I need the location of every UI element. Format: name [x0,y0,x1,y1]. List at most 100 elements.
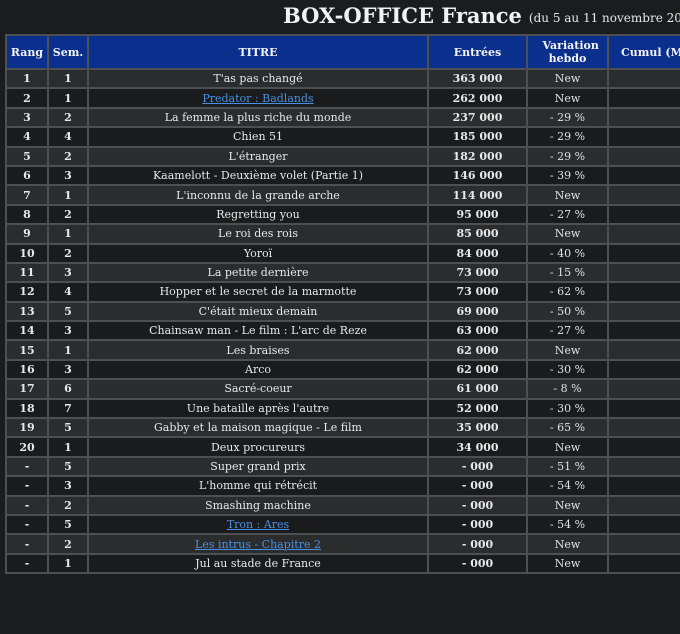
cell-sem: 1 [47,87,89,109]
cell-rang: - [5,552,49,575]
cell-rang: 20 [5,436,49,458]
cell-rang: 10 [5,242,49,264]
table-row: 19 5 Gabby et la maison magique - Le film 3… [5,417,680,439]
cell-rang: 7 [5,184,49,206]
cell-titre[interactable]: Tron : Ares [87,513,429,536]
cell-entrees: 34 000 [427,436,528,458]
cell-entrees: 73 000 [427,281,528,303]
column-header-rang[interactable]: Rang [5,34,49,70]
cell-sem: 2 [47,145,89,167]
cell-sem: 3 [47,261,89,284]
film-title: Smashing machine [205,498,311,512]
cell-entrees: 62 000 [427,339,528,361]
cell-rang: 1 [5,67,49,90]
cell-titre: Smashing machine [87,494,429,517]
cell-titre: Le roi des rois [87,223,429,245]
table-row: 52 L'étranger 182 000- 29 %0,438 [5,145,680,167]
cell-titre[interactable]: Les intrus - Chapitre 2 [87,533,429,555]
cell-variation: - 30 % [526,358,609,381]
cell-variation: - 54 % [526,475,609,497]
cell-cumul: 0,304 [607,358,680,381]
cell-cumul: 0,262 [607,87,680,109]
film-title: Le roi des rois [218,227,298,241]
cell-variation: - 15 % [526,261,609,284]
cell-titre: Gabby et la maison magique - Le film [87,417,429,439]
cell-entrees: 146 000 [427,164,528,187]
column-header-cumul[interactable]: Cumul (Milli [607,34,680,70]
cell-sem: 1 [47,339,89,361]
film-title: Kaamelott - Deuxième volet (Partie 1) [152,169,364,183]
cell-variation: New [526,339,609,361]
cell-sem: 3 [47,320,89,342]
table-row: -5 Tron : Ares - 000- 54 %0,516 [5,513,680,536]
table-row: 102 Yoroï 84 000- 40 %0,225 [5,242,680,264]
table-row: -2 Smashing machine - 000New0,057 [5,494,680,517]
cell-rang: 8 [5,203,49,226]
cell-titre: Hopper et le secret de la marmotte [87,281,429,303]
column-header-variation[interactable]: Variation hebdo [526,34,609,70]
cell-cumul: 0,617 [607,417,680,439]
table-row: 18 7 Une bataille après l'autre 52 000- 30 … [5,397,680,420]
cell-titre: Une bataille après l'autre [87,397,429,420]
cell-rang: 6 [5,164,49,187]
cell-variation: - 65 % [526,417,609,439]
cell-sem: 3 [47,164,89,187]
cell-variation: - 62 % [526,281,609,303]
cell-entrees: 61 000 [427,378,528,400]
film-title: C'était mieux demain [198,304,318,318]
cell-sem: 2 [47,242,89,264]
cell-cumul: 0,085 [607,223,680,245]
cell-cumul: 0,409 [607,378,680,400]
cell-entrees: 35 000 [427,417,528,439]
cell-cumul: 0,571 [607,106,680,129]
column-header-sem[interactable]: Sem. [47,34,89,70]
table-row: 163 Arco 62 000- 30 %0,304 [5,358,680,381]
cell-titre: La femme la plus riche du monde [87,106,429,129]
cell-cumul: 0,516 [607,513,680,536]
table-row: 44 Chien 51 185 000- 29 %1,241 [5,126,680,148]
cell-rang: 13 [5,300,49,323]
cell-entrees: 85 000 [427,223,528,245]
cell-titre: Chien 51 [87,126,429,148]
cell-cumul: 0,055 [607,533,680,555]
film-title: L'étranger [228,149,288,163]
cell-variation: - 54 % [526,513,609,536]
film-title: Yoroï [243,246,273,260]
film-title-link[interactable]: Predator : Badlands [202,91,314,105]
cell-sem: 3 [47,358,89,381]
cell-variation: - 29 % [526,126,609,148]
cell-variation: New [526,494,609,517]
table-row: -5 Super grand prix - 000- 51 %0,393 [5,455,680,478]
column-header-entrees[interactable]: Entrées [427,34,528,70]
column-header-titre[interactable]: TITRE [87,34,429,70]
cell-sem: 5 [47,417,89,439]
cell-titre: Les braises [87,339,429,361]
film-title: Hopper et le secret de la marmotte [159,285,357,299]
cell-entrees: - 000 [427,455,528,478]
cell-rang: 11 [5,261,49,284]
cell-sem: 2 [47,203,89,226]
cell-sem: 1 [47,184,89,206]
cell-rang: 4 [5,126,49,148]
film-title-link[interactable]: Tron : Ares [226,518,290,532]
cell-entrees: - 000 [427,533,528,555]
cell-sem: 1 [47,223,89,245]
cell-cumul: 0,843 [607,300,680,323]
cell-entrees: - 000 [427,552,528,575]
cell-sem: 4 [47,281,89,303]
table-row: 135 C'était mieux demain 69 000- 50 %0,843 [5,300,680,323]
cell-entrees: 69 000 [427,300,528,323]
cell-sem: 2 [47,533,89,555]
cell-titre[interactable]: Predator : Badlands [87,87,429,109]
film-title-link[interactable]: Les intrus - Chapitre 2 [195,537,321,551]
cell-entrees: 363 000 [427,67,528,90]
cell-titre: T'as pas changé [87,67,429,90]
cell-variation: - 27 % [526,203,609,226]
cell-titre: Super grand prix [87,455,429,478]
cell-cumul: 0,755 [607,281,680,303]
film-title: La femme la plus riche du monde [164,110,352,124]
cell-variation: New [526,184,609,206]
table-row: 12 4 Hopper et le secret de la marmotte 73 … [5,281,680,303]
cell-entrees: 185 000 [427,126,528,148]
cell-variation: New [526,533,609,555]
